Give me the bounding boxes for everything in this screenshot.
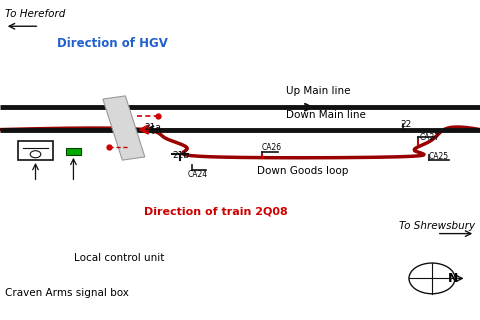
Text: CA25: CA25 — [429, 152, 449, 161]
Text: CA27: CA27 — [420, 133, 440, 142]
Text: Local control unit: Local control unit — [74, 252, 165, 263]
Text: To Shrewsbury: To Shrewsbury — [399, 220, 475, 231]
Text: 22: 22 — [400, 120, 411, 129]
Text: Craven Arms signal box: Craven Arms signal box — [5, 288, 129, 298]
Polygon shape — [103, 96, 145, 160]
Text: 21b: 21b — [173, 151, 190, 160]
Text: CA26: CA26 — [262, 143, 282, 152]
Text: To Hereford: To Hereford — [5, 9, 65, 20]
Text: Up Main line: Up Main line — [286, 86, 350, 96]
Text: CA24: CA24 — [187, 170, 207, 179]
FancyBboxPatch shape — [18, 141, 53, 160]
FancyBboxPatch shape — [66, 148, 81, 155]
Text: Down Main line: Down Main line — [286, 110, 365, 120]
Text: Direction of HGV: Direction of HGV — [58, 37, 168, 50]
Text: N: N — [448, 272, 459, 285]
Text: Direction of train 2Q08: Direction of train 2Q08 — [144, 206, 288, 216]
Text: 21a: 21a — [144, 124, 161, 132]
Text: Down Goods loop: Down Goods loop — [257, 166, 348, 176]
